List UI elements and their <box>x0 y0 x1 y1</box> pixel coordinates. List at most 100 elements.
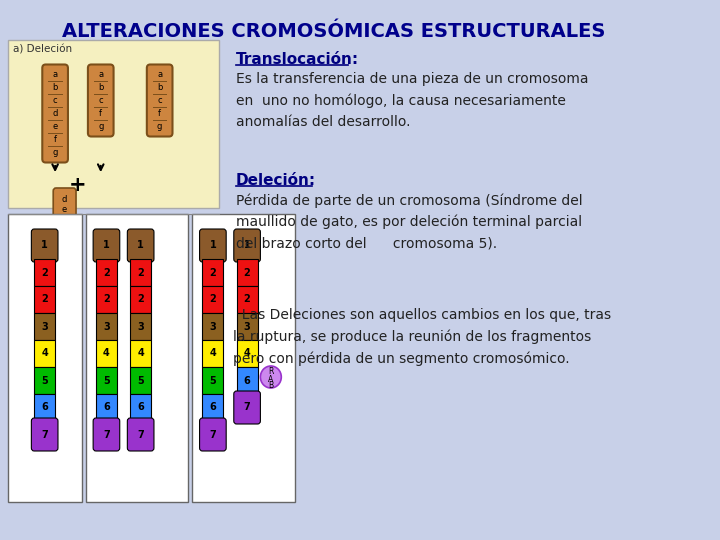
Bar <box>35 394 55 421</box>
Text: ALTERACIONES CROMOSÓMICAS ESTRUCTURALES: ALTERACIONES CROMOSÓMICAS ESTRUCTURALES <box>62 22 605 41</box>
Text: 2: 2 <box>210 267 216 278</box>
Text: +: + <box>69 175 86 195</box>
Text: 2: 2 <box>210 294 216 305</box>
Text: 3: 3 <box>243 321 251 332</box>
Bar <box>130 394 151 421</box>
Bar <box>35 286 55 313</box>
FancyBboxPatch shape <box>8 214 82 502</box>
FancyBboxPatch shape <box>127 418 154 451</box>
Bar <box>96 367 117 394</box>
Text: e: e <box>53 122 58 131</box>
FancyBboxPatch shape <box>192 214 294 502</box>
Text: 7: 7 <box>41 429 48 440</box>
Text: 6: 6 <box>210 402 216 413</box>
Bar <box>130 340 151 367</box>
Bar <box>35 367 55 394</box>
Bar <box>96 394 117 421</box>
Text: g: g <box>98 122 104 131</box>
Text: b: b <box>98 83 104 92</box>
Text: 7: 7 <box>243 402 251 413</box>
Text: B: B <box>269 381 274 390</box>
Bar <box>96 286 117 313</box>
Text: a: a <box>53 70 58 79</box>
Text: a) Deleción: a) Deleción <box>13 45 73 55</box>
Text: A: A <box>269 375 274 383</box>
Text: 4: 4 <box>210 348 216 359</box>
Bar <box>35 340 55 367</box>
Text: g: g <box>157 122 162 131</box>
Text: 3: 3 <box>210 321 216 332</box>
Text: 7: 7 <box>103 429 110 440</box>
Text: 5: 5 <box>210 375 216 386</box>
Text: 1: 1 <box>243 240 251 251</box>
Text: d: d <box>62 194 67 204</box>
Text: e: e <box>62 205 67 213</box>
Text: 2: 2 <box>243 294 251 305</box>
FancyBboxPatch shape <box>93 229 120 262</box>
Text: b: b <box>53 83 58 92</box>
FancyBboxPatch shape <box>86 214 188 502</box>
Text: 4: 4 <box>138 348 144 359</box>
Text: 2: 2 <box>41 294 48 305</box>
Text: 2: 2 <box>138 267 144 278</box>
Bar <box>96 259 117 286</box>
Bar <box>202 259 223 286</box>
Bar <box>130 286 151 313</box>
Bar <box>202 286 223 313</box>
Text: Deleción:: Deleción: <box>235 173 316 188</box>
Bar <box>130 259 151 286</box>
Text: d: d <box>53 109 58 118</box>
FancyBboxPatch shape <box>53 188 76 220</box>
Text: Es la transferencia de una pieza de un cromosoma
en  uno no homólogo, la causa n: Es la transferencia de una pieza de un c… <box>235 72 588 129</box>
Text: f: f <box>99 109 102 118</box>
Text: 4: 4 <box>41 348 48 359</box>
Text: 5: 5 <box>41 375 48 386</box>
Bar <box>130 313 151 340</box>
Text: 2: 2 <box>41 267 48 278</box>
Text: c: c <box>99 96 103 105</box>
Text: R: R <box>268 368 274 376</box>
Bar <box>130 367 151 394</box>
Bar <box>202 394 223 421</box>
Text: 6: 6 <box>243 375 251 386</box>
FancyBboxPatch shape <box>199 418 226 451</box>
Text: Translocación:: Translocación: <box>235 52 359 67</box>
Text: 1: 1 <box>41 240 48 251</box>
Text: c: c <box>158 96 162 105</box>
Text: b: b <box>157 83 162 92</box>
Text: 2: 2 <box>103 294 110 305</box>
Bar <box>202 340 223 367</box>
Bar <box>237 367 258 394</box>
Text: a: a <box>98 70 103 79</box>
FancyBboxPatch shape <box>42 64 68 163</box>
FancyBboxPatch shape <box>32 229 58 262</box>
FancyBboxPatch shape <box>147 64 173 137</box>
FancyBboxPatch shape <box>93 418 120 451</box>
Text: 2: 2 <box>243 267 251 278</box>
FancyBboxPatch shape <box>8 40 219 208</box>
Text: 2: 2 <box>103 267 110 278</box>
FancyBboxPatch shape <box>234 391 261 424</box>
Text: g: g <box>53 148 58 157</box>
Text: 5: 5 <box>138 375 144 386</box>
Text: 7: 7 <box>210 429 216 440</box>
Text: f: f <box>53 135 57 144</box>
FancyBboxPatch shape <box>234 229 261 262</box>
Text: 3: 3 <box>138 321 144 332</box>
Circle shape <box>261 366 282 388</box>
Bar <box>202 313 223 340</box>
Text: 4: 4 <box>243 348 251 359</box>
Text: Las Deleciones son aquellos cambios en los que, tras
la ruptura, se produce la r: Las Deleciones son aquellos cambios en l… <box>233 308 611 366</box>
Bar <box>96 340 117 367</box>
Bar <box>96 313 117 340</box>
Bar <box>35 259 55 286</box>
Bar <box>237 313 258 340</box>
FancyBboxPatch shape <box>32 418 58 451</box>
Text: 1: 1 <box>210 240 216 251</box>
Text: 3: 3 <box>41 321 48 332</box>
Text: 2: 2 <box>138 294 144 305</box>
Bar <box>202 367 223 394</box>
Text: 6: 6 <box>103 402 110 413</box>
Text: 6: 6 <box>138 402 144 413</box>
Text: Pérdida de parte de un cromosoma (Síndrome del
maullido de gato, es por deleción: Pérdida de parte de un cromosoma (Síndro… <box>235 193 582 251</box>
